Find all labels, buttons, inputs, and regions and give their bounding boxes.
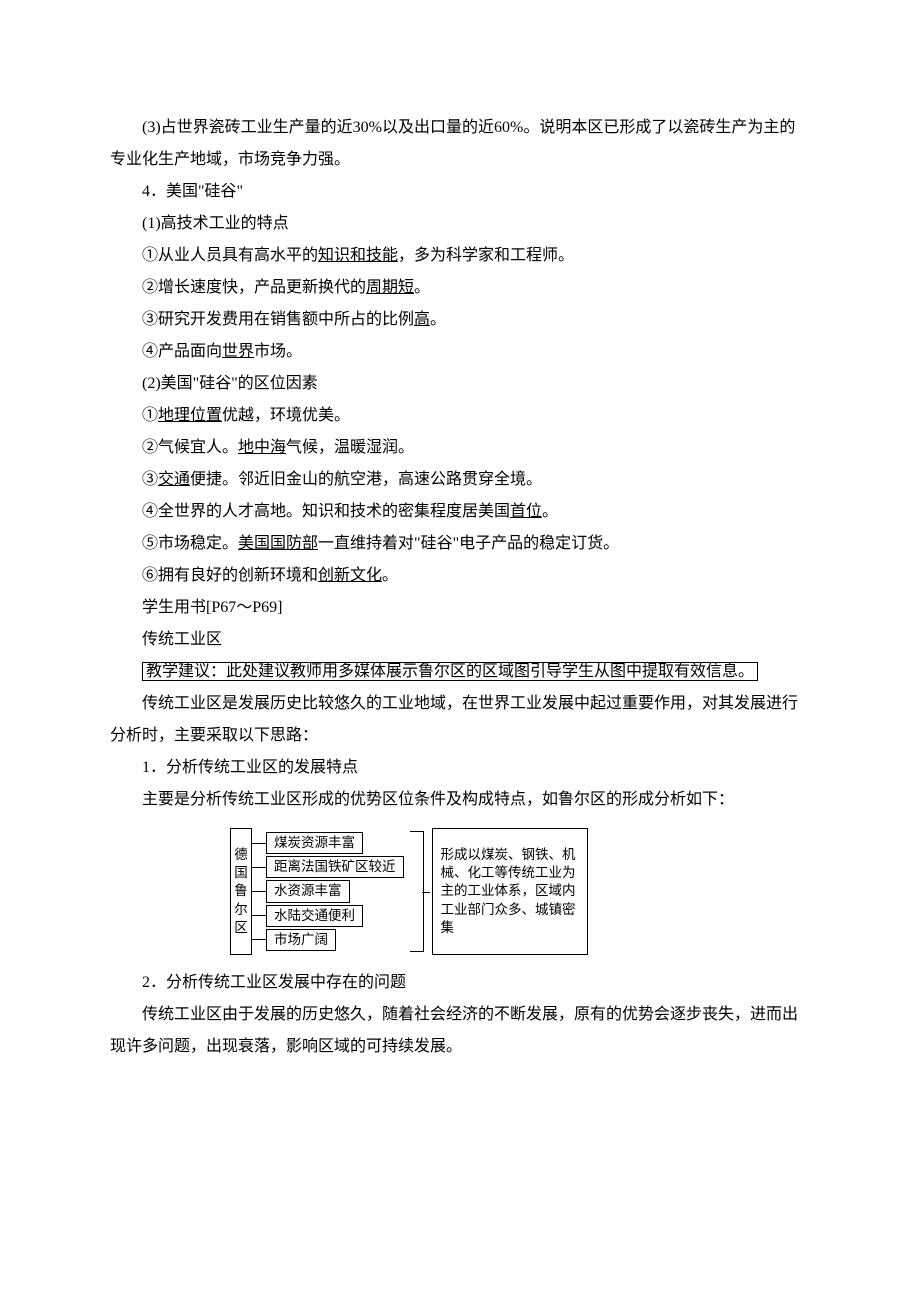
diagram-item-box: 市场广阔	[266, 929, 336, 951]
diagram-right-text: 形成以煤炭、钢铁、机械、化工等传统工业为主的工业体系，区域内工业部门众多、城镇密…	[441, 846, 579, 937]
body-text: (3)占世界瓷砖工业生产量的近30%以及出口量的近60%。说明本区已形成了以瓷砖…	[110, 112, 810, 176]
connector-line	[252, 915, 266, 916]
diagram-middle: 煤炭资源丰富距离法国铁矿区较近水资源丰富水陆交通便利市场广阔	[252, 828, 404, 955]
list-item: ④全世界的人才高地。知识和技术的密集程度居美国首位。	[110, 496, 810, 528]
underline-text: 美国国防部	[238, 535, 318, 552]
underline-text: 周期短	[366, 279, 414, 296]
diagram-right-box: 形成以煤炭、钢铁、机械、化工等传统工业为主的工业体系，区域内工业部门众多、城镇密…	[432, 828, 588, 955]
heading-numbered: 1．分析传统工业区的发展特点	[110, 752, 810, 784]
underline-text: 地中海	[238, 439, 286, 456]
list-item: ④产品面向世界市场。	[110, 336, 810, 368]
diagram-item-box: 水资源丰富	[266, 880, 350, 902]
list-item: ③研究开发费用在销售额中所占的比例高。	[110, 304, 810, 336]
diagram-ruhr: 德国鲁尔区 煤炭资源丰富距离法国铁矿区较近水资源丰富水陆交通便利市场广阔 形成以…	[230, 828, 810, 955]
body-text: 传统工业区由于发展的历史悠久，随着社会经济的不断发展，原有的优势会逐步丧失，进而…	[110, 999, 810, 1063]
list-item: ⑤市场稳定。美国国防部一直维持着对"硅谷"电子产品的稳定订货。	[110, 528, 810, 560]
diagram-row: 煤炭资源丰富	[252, 832, 404, 854]
underline-text: 高	[414, 311, 430, 328]
diagram-row: 市场广阔	[252, 929, 404, 951]
body-text: 主要是分析传统工业区形成的优势区位条件及构成特点，如鲁尔区的形成分析如下：	[110, 784, 810, 816]
list-item: ②增长速度快，产品更新换代的周期短。	[110, 272, 810, 304]
list-item: ⑥拥有良好的创新环境和创新文化。	[110, 560, 810, 592]
underline-text: 世界	[222, 343, 254, 360]
subheading: (1)高技术工业的特点	[110, 208, 810, 240]
diagram-row: 距离法国铁矿区较近	[252, 856, 404, 878]
heading-4: 4．美国"硅谷"	[110, 176, 810, 208]
list-item: ①从业人员具有高水平的知识和技能，多为科学家和工程师。	[110, 240, 810, 272]
connector-line	[252, 867, 266, 868]
boxed-text: 教学建议：此处建议教师用多媒体展示鲁尔区的区域图引导学生从图中提取有效信息。	[142, 662, 758, 681]
diagram-left-box: 德国鲁尔区	[230, 828, 252, 955]
underline-text: 首位	[510, 503, 542, 520]
underline-text: 地理位置	[158, 407, 222, 424]
connector-line	[252, 939, 266, 940]
section-title: 传统工业区	[110, 624, 810, 656]
diagram-item-box: 距离法国铁矿区较近	[266, 856, 404, 878]
connector-line	[252, 843, 266, 844]
reference-text: 学生用书[P67～P69]	[110, 592, 810, 624]
diagram-item-box: 煤炭资源丰富	[266, 832, 363, 854]
body-text: 传统工业区是发展历史比较悠久的工业地域，在世界工业发展中起过重要作用，对其发展进…	[110, 688, 810, 752]
list-item: ③交通便捷。邻近旧金山的航空港，高速公路贯穿全境。	[110, 464, 810, 496]
heading-numbered: 2．分析传统工业区发展中存在的问题	[110, 967, 810, 999]
underline-text: 交通	[158, 471, 190, 488]
diagram-item-box: 水陆交通便利	[266, 905, 363, 927]
subheading: (2)美国"硅谷"的区位因素	[110, 368, 810, 400]
bracket-icon	[410, 831, 430, 952]
connector-line	[252, 891, 266, 892]
diagram-row: 水资源丰富	[252, 880, 404, 902]
list-item: ①地理位置优越，环境优美。	[110, 400, 810, 432]
text: (3)占世界瓷砖工业生产量的近30%以及出口量的近60%。说明本区已形成了以瓷砖…	[110, 119, 795, 168]
diagram-row: 水陆交通便利	[252, 905, 404, 927]
underline-text: 知识和技能	[318, 247, 398, 264]
teaching-note: 教学建议：此处建议教师用多媒体展示鲁尔区的区域图引导学生从图中提取有效信息。	[110, 656, 810, 688]
underline-text: 创新文化	[318, 567, 382, 584]
list-item: ②气候宜人。地中海气候，温暖湿润。	[110, 432, 810, 464]
